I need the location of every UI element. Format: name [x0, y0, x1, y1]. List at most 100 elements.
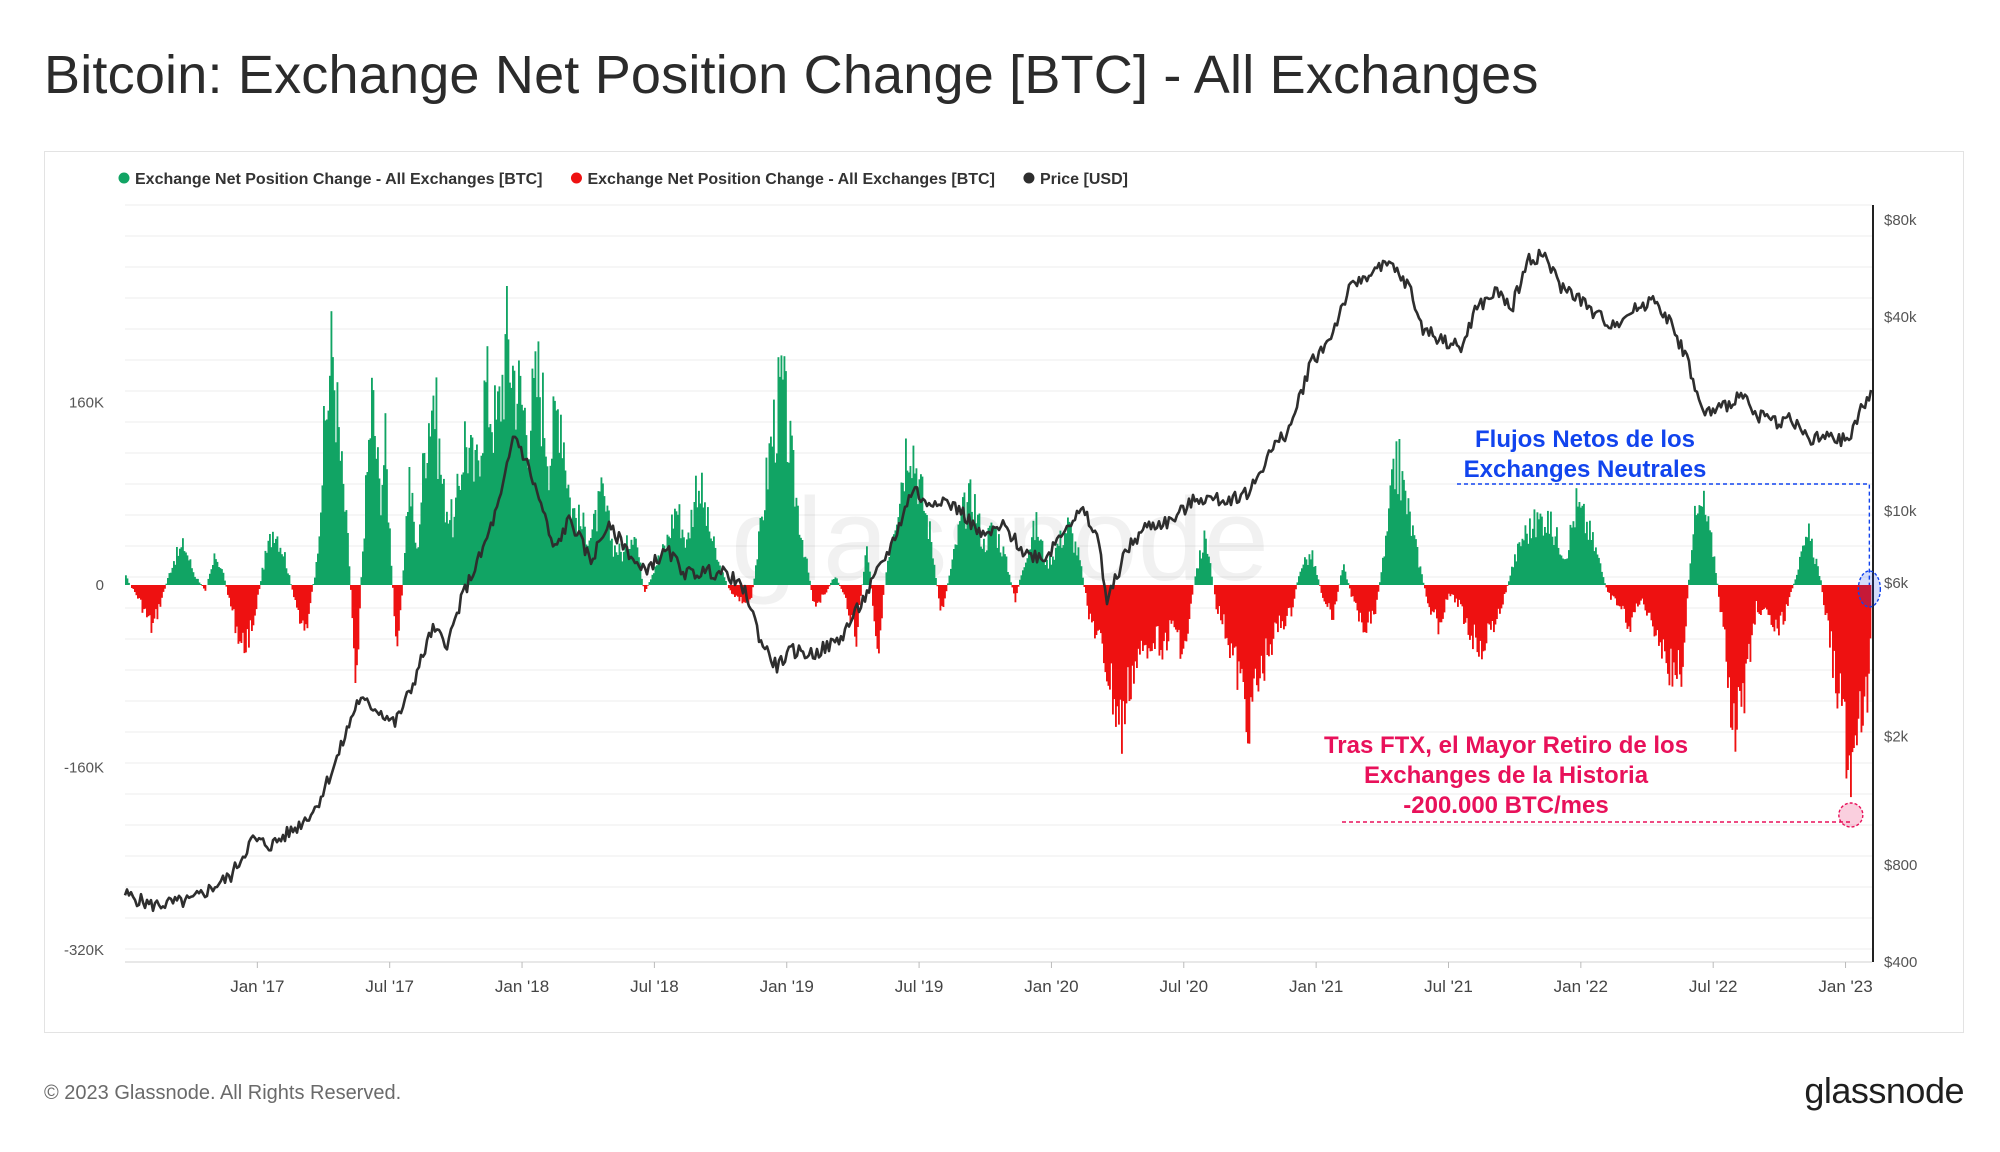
outflow-bar [936, 585, 939, 587]
outflow-bar [305, 585, 307, 625]
outflow-bar [1436, 585, 1438, 619]
inflow-bar [542, 372, 544, 585]
inflow-bar [1584, 533, 1587, 585]
inflow-bar [425, 478, 427, 585]
inflow-bar [708, 531, 711, 585]
inflow-bar [1203, 530, 1206, 585]
inflow-bar [276, 536, 279, 585]
inflow-bar [125, 575, 127, 585]
inflow-bar [638, 557, 640, 585]
inflow-bar [1313, 566, 1315, 585]
legend-label-2[interactable]: Exchange Net Position Change - All Excha… [587, 171, 994, 188]
outflow-bar [818, 585, 820, 602]
inflow-bar [770, 436, 772, 585]
outflow-bar [1662, 585, 1665, 640]
inflow-bar [411, 492, 414, 585]
inflow-bar [465, 447, 468, 585]
inflow-bar [494, 385, 496, 585]
inflow-bar [1700, 506, 1702, 585]
x-tick-label: Jan '17 [230, 977, 284, 996]
outflow-bar [258, 585, 261, 589]
inflow-bar [597, 491, 600, 585]
outflow-bar [299, 585, 301, 624]
inflow-bar [431, 410, 433, 585]
outflow-bar [1017, 585, 1020, 587]
outflow-bar [1349, 585, 1351, 589]
inflow-bar [605, 511, 607, 585]
inflow-bar [693, 502, 696, 585]
outflow-bar [1737, 585, 1740, 688]
outflow-bar [1320, 585, 1323, 593]
inflow-bar [671, 514, 673, 585]
inflow-bar [281, 554, 283, 585]
annotation-neutral-flows-marker [1857, 570, 1882, 608]
inflow-bar [573, 508, 576, 585]
inflow-bar [1386, 531, 1389, 585]
outflow-bar [1745, 585, 1747, 664]
inflow-bar [180, 547, 183, 585]
inflow-bar [1550, 511, 1552, 585]
inflow-bar [680, 538, 682, 585]
outflow-bar [1244, 585, 1246, 700]
inflow-bar [513, 370, 516, 585]
inflow-bar [215, 559, 217, 585]
inflow-bar [533, 378, 535, 585]
outflow-bar [1110, 585, 1113, 664]
inflow-bar [1389, 485, 1392, 585]
outflow-bar [204, 585, 207, 591]
inflow-bar [1076, 555, 1078, 585]
outflow-bar [201, 585, 204, 586]
outflow-bar [872, 585, 874, 606]
outflow-bar [1722, 585, 1725, 627]
outflow-bar [1838, 585, 1840, 694]
inflow-bar [626, 535, 628, 585]
outflow-bar [1151, 585, 1153, 651]
inflow-bar [1401, 471, 1404, 585]
outflow-bar [1425, 585, 1428, 597]
outflow-bar [1146, 585, 1149, 659]
inflow-bar [327, 410, 330, 585]
glassnode-logo[interactable]: glassnode [1804, 1070, 1964, 1111]
inflow-bar [783, 356, 786, 585]
outflow-bar [1758, 585, 1761, 614]
inflow-bar [315, 562, 318, 585]
outflow-bar [159, 585, 162, 607]
inflow-bar [329, 375, 331, 585]
outflow-bar [1640, 585, 1642, 601]
outflow-bar [1641, 585, 1644, 599]
outflow-bar [1749, 585, 1752, 662]
inflow-bar [971, 511, 973, 585]
legend-label-1[interactable]: Exchange Net Position Change - All Excha… [135, 171, 542, 188]
inflow-bar [924, 513, 927, 585]
inflow-bar [278, 551, 280, 585]
inflow-bar [803, 557, 805, 585]
inflow-bar [585, 544, 588, 585]
outflow-bar [1337, 585, 1339, 592]
outflow-bar [815, 585, 817, 607]
outflow-bar [1170, 585, 1173, 624]
inflow-bar [1590, 540, 1593, 585]
inflow-bar [1712, 557, 1714, 585]
inflow-bar [1394, 489, 1396, 585]
inflow-bar [540, 446, 543, 585]
inflow-bar [1046, 559, 1048, 585]
inflow-bar [1004, 554, 1006, 585]
inflow-bar [216, 561, 219, 585]
legend-label-3[interactable]: Price [USD] [1040, 171, 1128, 188]
outflow-bar [1254, 585, 1257, 669]
outflow-bar [645, 585, 648, 589]
inflow-bar [420, 502, 423, 585]
outflow-bar [737, 585, 739, 597]
outflow-bar [149, 585, 151, 616]
inflow-bar [710, 538, 712, 585]
inflow-bar [911, 478, 913, 585]
outflow-bar [1479, 585, 1482, 641]
inflow-bar [371, 377, 373, 585]
inflow-bar [1604, 583, 1606, 585]
y-right-tick-label: $2k [1884, 729, 1909, 746]
bars-layer [125, 286, 1872, 798]
inflow-bar [1793, 583, 1795, 585]
inflow-bar [1385, 535, 1387, 585]
inflow-bar [1575, 488, 1578, 585]
